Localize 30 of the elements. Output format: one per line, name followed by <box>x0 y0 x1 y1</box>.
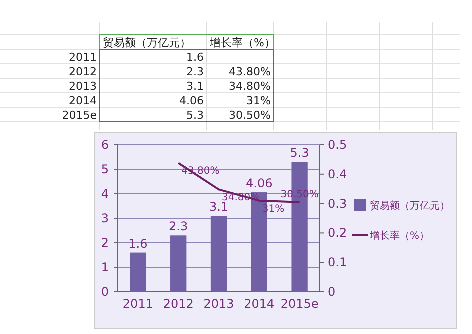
x-tick-label: 2015e <box>280 297 319 311</box>
y2-tick-label: 0.5 <box>328 138 348 152</box>
x-tick-label: 2012 <box>163 297 194 311</box>
y2-tick-label: 0.2 <box>328 226 348 240</box>
legend-label: 贸易额（万亿元） <box>370 200 450 212</box>
y2-tick-label: 0.4 <box>328 167 348 182</box>
bar <box>210 216 228 292</box>
data-label: 30.50% <box>280 189 319 200</box>
data-label: 3.1 <box>209 200 229 214</box>
y2-tick-label: 0 <box>328 285 336 299</box>
table: 贸易额（万亿元） 增长率（%） 2011 1.6 2012 2.3 43.80% 2013 3.1 34.80% 2014 4.06 31% 2015e 5.3 30.50% <box>0 22 460 130</box>
legend-label: 增长率（%） <box>369 230 430 242</box>
bar <box>170 236 187 292</box>
data-label: 1.6 <box>128 236 148 251</box>
x-tick-label: 2013 <box>204 297 234 311</box>
y-tick-label: 3 <box>101 212 109 226</box>
bar <box>130 252 146 292</box>
y2-tick-label: 0.1 <box>328 256 348 270</box>
y-tick-label: 1 <box>101 260 109 274</box>
x-tick-label: 2011 <box>122 297 154 311</box>
data-label: 5.3 <box>290 146 310 160</box>
y-tick-label: 0 <box>101 285 109 299</box>
y-tick-label: 2 <box>101 236 109 250</box>
y-tick-label: 6 <box>101 138 109 152</box>
x-tick-label: 2014 <box>244 297 275 311</box>
y-tick-label: 5 <box>101 162 109 176</box>
data-label: 2.3 <box>169 220 188 234</box>
y2-tick-label: 0.3 <box>328 196 348 211</box>
y-tick-label: 4 <box>101 187 109 201</box>
data-label: 4.06 <box>246 176 273 191</box>
